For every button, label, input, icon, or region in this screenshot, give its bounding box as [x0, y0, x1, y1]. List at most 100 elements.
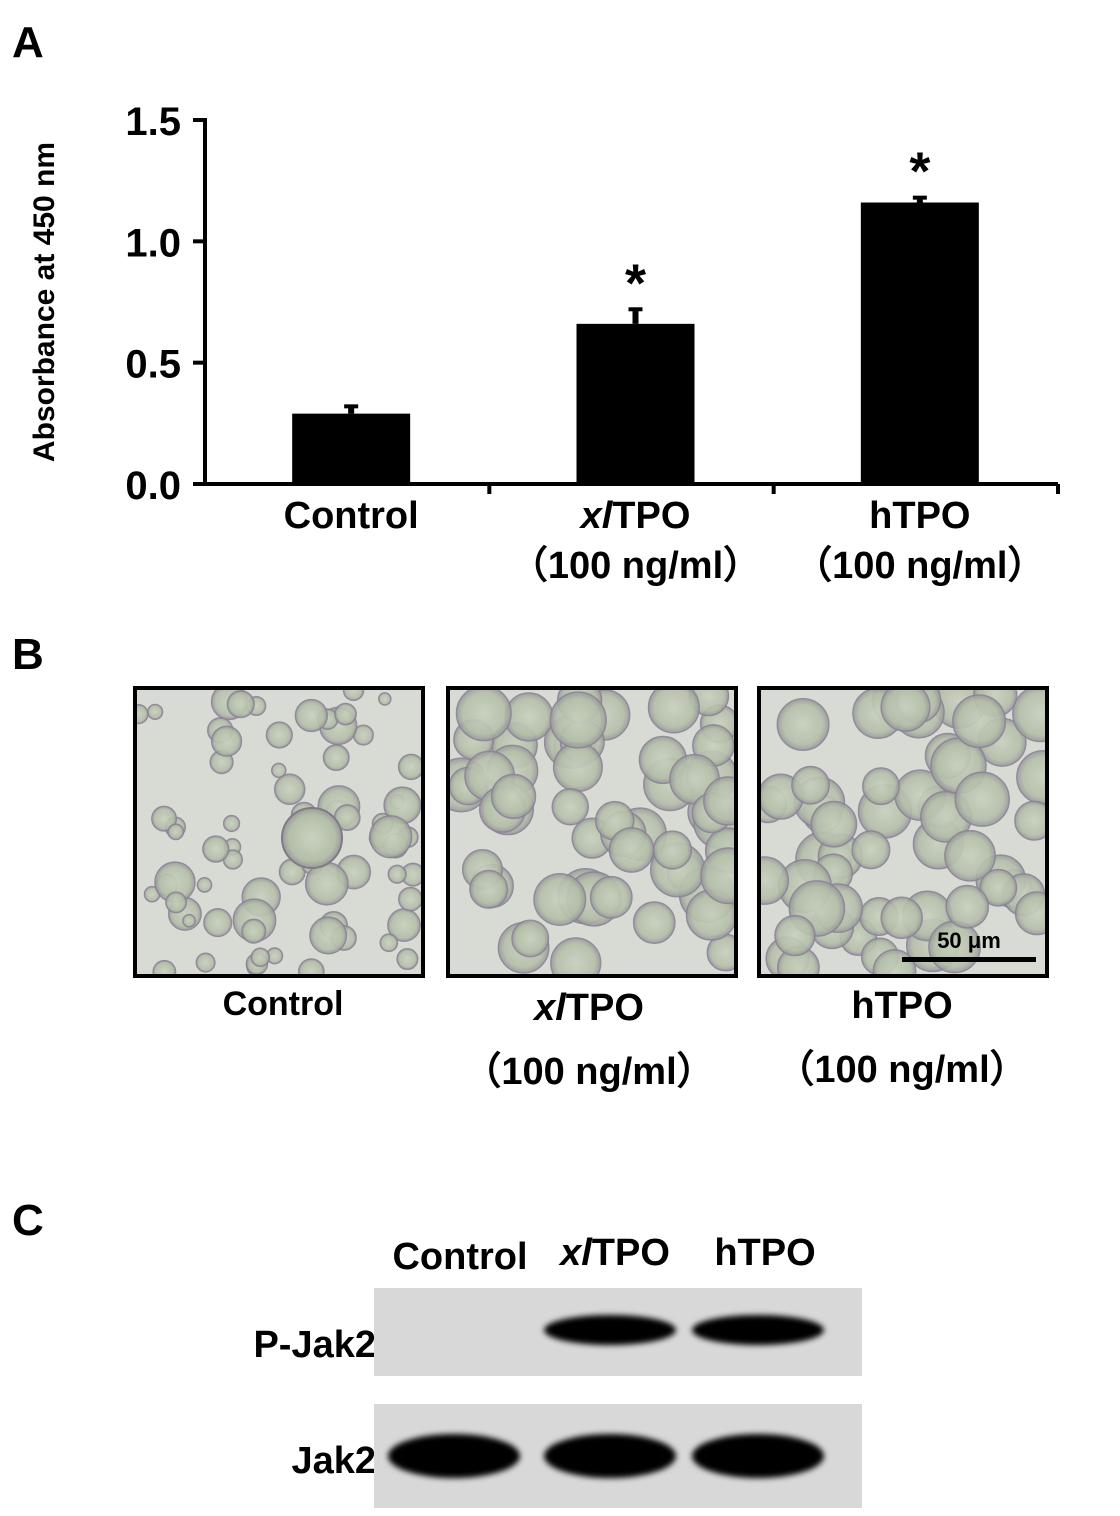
- cell: [322, 744, 350, 772]
- x-tick-label: hTPO: [869, 495, 970, 537]
- cell: [952, 694, 1007, 749]
- y-axis-label: Absorbance at 450 nm: [28, 142, 61, 462]
- cell: [379, 933, 399, 953]
- cell: [137, 704, 149, 725]
- cell: [632, 901, 676, 945]
- y-tick-label: 1.0: [125, 221, 181, 265]
- cell: [469, 869, 509, 909]
- micrograph-label-name: hTPO: [851, 985, 953, 1027]
- micrograph-label-name: TPO: [565, 987, 644, 1029]
- cell: [271, 762, 287, 779]
- cell: [703, 776, 734, 826]
- cell: [880, 690, 931, 732]
- cell: [589, 875, 633, 919]
- micrograph-label-prefix: xl: [534, 987, 566, 1029]
- cell: [550, 937, 602, 974]
- micrograph-conc-htpo: （100 ng/ml）: [776, 1049, 1028, 1091]
- cell: [776, 697, 830, 752]
- cell: [851, 830, 891, 870]
- cell: [647, 690, 700, 734]
- panel-b-letter: B: [12, 630, 44, 679]
- cell: [861, 767, 900, 806]
- x-tick-label-prefix: xl: [579, 495, 614, 537]
- cell: [309, 916, 348, 955]
- cell: [222, 814, 241, 833]
- blot-band: [544, 1315, 676, 1345]
- blot-row-label-pjak2: P-Jak2: [253, 1324, 376, 1366]
- cell: [652, 830, 693, 870]
- cell: [552, 742, 603, 793]
- micrograph-label-control: Control: [133, 985, 433, 1024]
- bar-chart: 0.0 0.5 1.0 1.5 Absorbance at 450 nm Control *…: [0, 0, 1120, 600]
- cell: [152, 959, 177, 974]
- cell: [167, 823, 185, 841]
- cell: [979, 868, 1018, 907]
- lane-label-control: Control: [380, 1236, 540, 1279]
- cell: [397, 753, 421, 781]
- cell: [195, 952, 216, 973]
- bar-chart-svg: 0.0 0.5 1.0 1.5 Absorbance at 450 nm Control *…: [28, 100, 1060, 587]
- x-tick-label-name: TPO: [612, 495, 690, 537]
- y-tick-label: 0.5: [125, 343, 181, 387]
- cell: [608, 827, 655, 873]
- cell: [533, 872, 587, 926]
- blot-jak2: [374, 1404, 862, 1508]
- cell: [369, 815, 413, 859]
- significance-marker: *: [909, 142, 930, 202]
- cell: [294, 698, 328, 733]
- lane-label-htpo: hTPO: [685, 1232, 845, 1275]
- cell: [944, 829, 996, 882]
- lane-label-xltpo: xlTPO: [535, 1232, 695, 1275]
- blot-band: [692, 1315, 824, 1345]
- cell: [165, 891, 187, 914]
- cell: [511, 919, 550, 958]
- cell: [281, 807, 343, 869]
- cell: [700, 847, 734, 905]
- blot-band: [388, 1434, 520, 1478]
- cell: [551, 787, 590, 826]
- cell: [210, 725, 243, 757]
- cell: [1014, 891, 1045, 936]
- cell: [1014, 800, 1045, 841]
- cell: [250, 947, 271, 968]
- micrograph-control: [133, 686, 425, 978]
- scale-bar: [902, 957, 1036, 962]
- x-tick-label-name: Control: [284, 495, 419, 537]
- bar: [292, 413, 411, 484]
- lane-label-name: TPO: [591, 1232, 670, 1274]
- blot-row-label-jak2: Jak2: [291, 1440, 376, 1482]
- x-tick-label: xlTPO: [579, 495, 691, 537]
- micrograph-label-xltpo: xlTPO: [439, 987, 739, 1030]
- blot-band: [544, 1434, 676, 1478]
- cell: [761, 856, 790, 905]
- micrograph-xltpo: [446, 686, 738, 978]
- cell: [504, 692, 554, 742]
- x-tick-label-concentration: （100 ng/ml）: [510, 545, 761, 587]
- cell: [196, 877, 213, 893]
- cell: [490, 773, 537, 820]
- cell: [147, 703, 164, 720]
- cell: [810, 800, 858, 848]
- cell: [872, 949, 917, 974]
- cell: [398, 886, 421, 912]
- micrograph-label-name: Control: [222, 985, 344, 1023]
- cell: [455, 690, 512, 742]
- panel-a-letter: A: [12, 18, 44, 67]
- cell: [791, 765, 830, 805]
- cell: [954, 771, 1010, 827]
- cell: [396, 947, 419, 971]
- micrograph-conc-xltpo: （100 ng/ml）: [463, 1051, 715, 1093]
- bar: [576, 323, 695, 484]
- cell: [387, 864, 407, 884]
- lane-label-name: hTPO: [714, 1232, 816, 1274]
- cell: [945, 884, 990, 929]
- x-tick-label-name: hTPO: [869, 495, 970, 537]
- lane-label-name: Control: [392, 1236, 528, 1278]
- cell: [549, 691, 607, 749]
- bar: [860, 202, 979, 485]
- cell: [880, 896, 923, 940]
- cell: [241, 918, 267, 944]
- lane-label-prefix: xl: [560, 1232, 592, 1274]
- cell: [378, 692, 392, 706]
- cell: [226, 690, 255, 719]
